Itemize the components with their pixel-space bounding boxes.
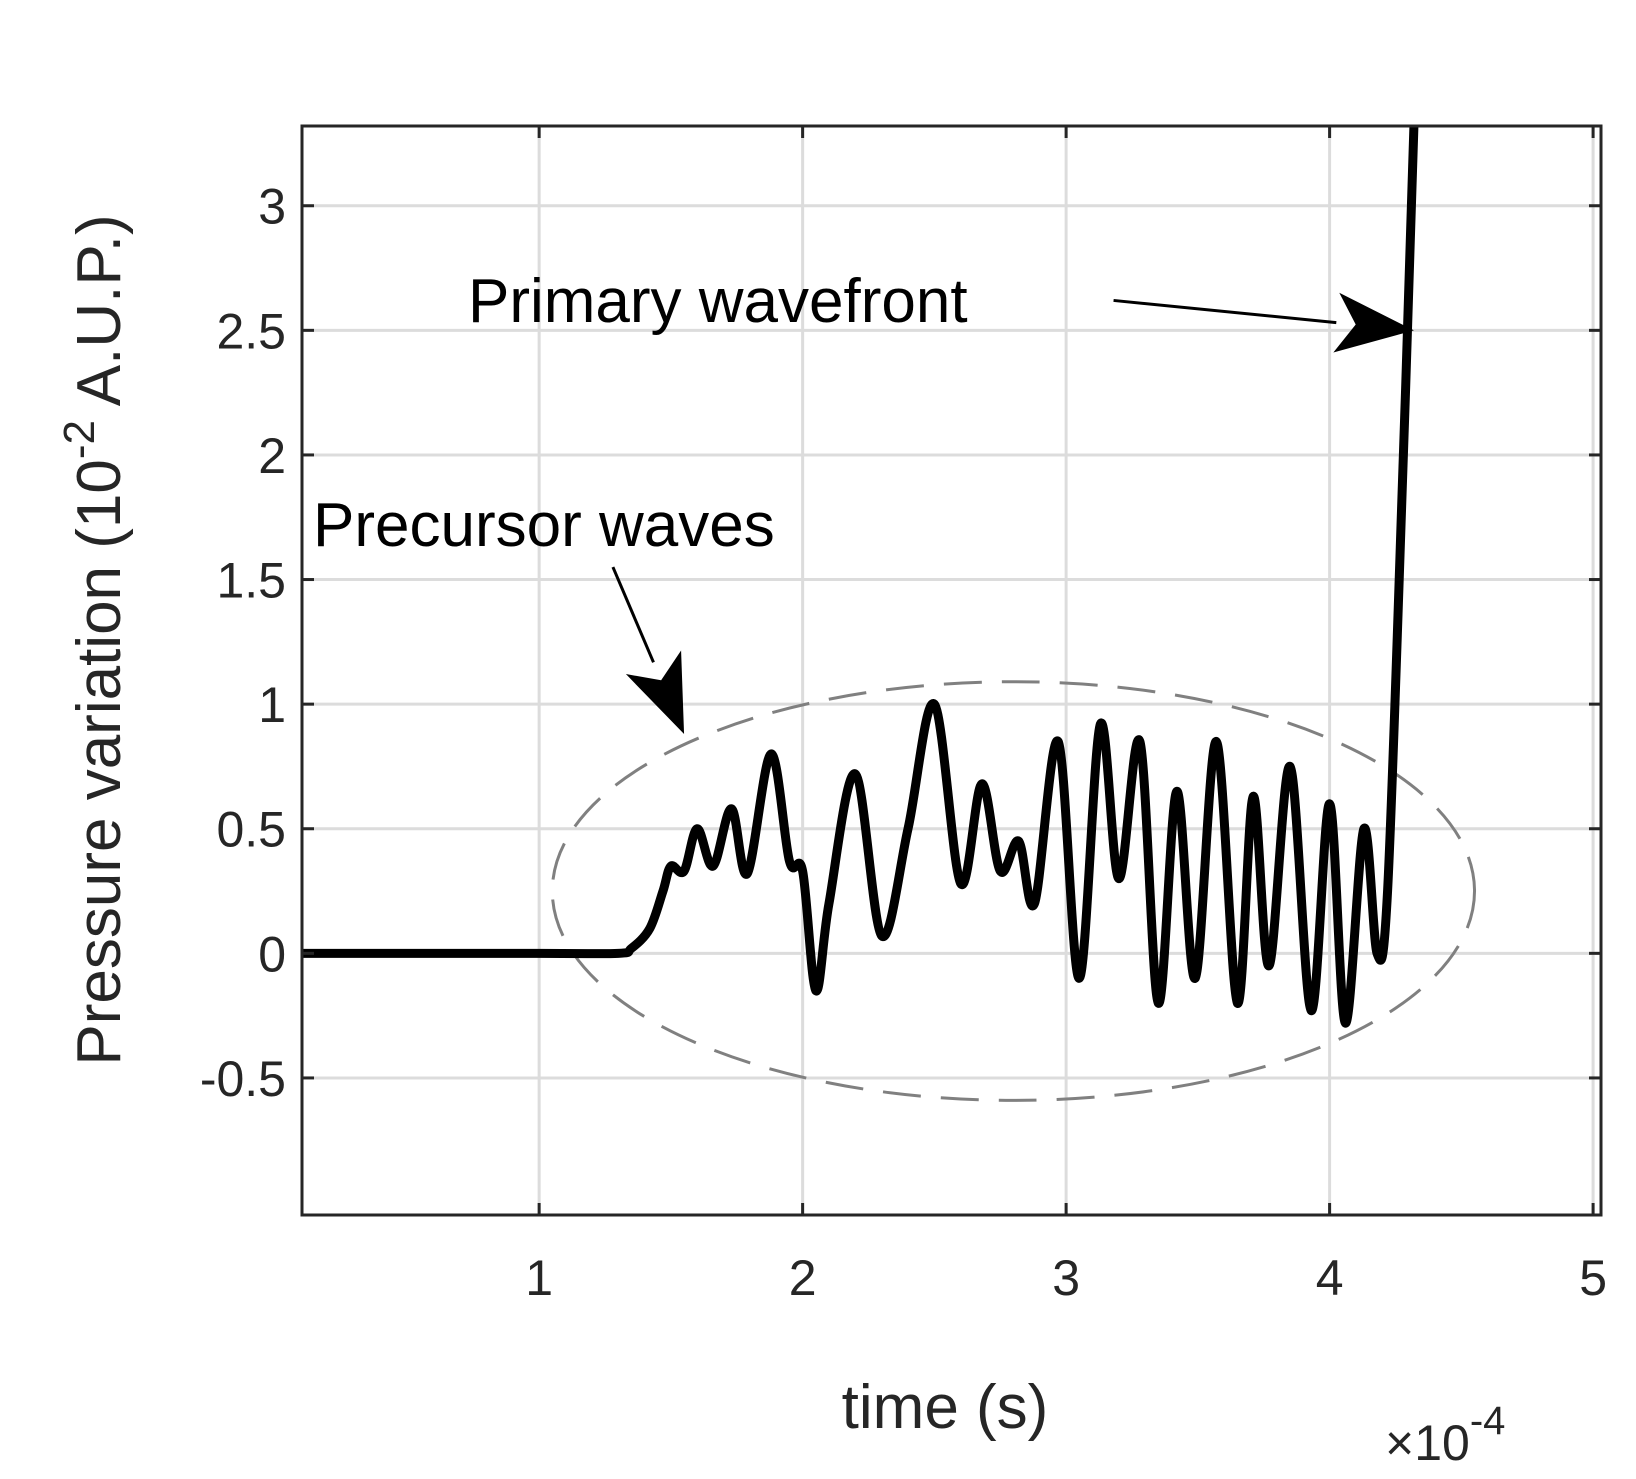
plot-frame: [300, 124, 1603, 1217]
x-tick-label: 1: [525, 1250, 553, 1306]
y-axis-label-main: Pressure variation (10: [65, 459, 134, 1066]
y-tick-label: 3: [258, 179, 286, 235]
y-tick-label: 1: [258, 677, 286, 733]
tick-labels: 1 2 3 4 5 -0.5 0 0.5 1 1.5 2 2.5 3: [200, 179, 1607, 1306]
x-tick-label: 5: [1579, 1250, 1607, 1306]
y-tick-label: 1.5: [216, 553, 286, 609]
y-tick-label: 2.5: [216, 303, 286, 359]
y-tick-label: 0: [258, 926, 286, 982]
precursor-region-ellipse: [550, 680, 1477, 1102]
y-tick-label: 0.5: [216, 802, 286, 858]
series-line-pressure: [302, 126, 1419, 1028]
y-tick-label: 2: [258, 428, 286, 484]
x-axis-label: time (s): [842, 1373, 1049, 1442]
x-tick-label: 2: [789, 1250, 817, 1306]
x-tick-label: 3: [1052, 1250, 1080, 1306]
annotation-arrow-line: [611, 566, 655, 663]
x-multiplier: ×10-4: [1385, 1399, 1505, 1471]
x-multiplier-exponent: -4: [1470, 1399, 1506, 1443]
series-layer: [302, 126, 1419, 1028]
annotation-arrow-head: [1333, 292, 1414, 353]
x-tick-label: 4: [1316, 1250, 1344, 1306]
annotation-arrow-line: [1113, 298, 1337, 325]
y-axis-label: Pressure variation (10-2 A.U.P.): [55, 214, 134, 1065]
annotation-layer: Primary wavefront Precursor waves: [313, 267, 1414, 735]
annotation-primary-wavefront: Primary wavefront: [468, 267, 968, 336]
grid: [302, 126, 1601, 1215]
tick-layer: [302, 126, 1601, 1215]
precursor-region-layer: [550, 680, 1477, 1102]
x-multiplier-base: ×10: [1385, 1415, 1470, 1471]
annotation-precursor-waves: Precursor waves: [313, 491, 775, 560]
annotation-arrow-head: [625, 650, 685, 735]
y-axis-label-exponent: -2: [55, 420, 104, 459]
y-axis-label-unit: A.U.P.): [65, 214, 134, 420]
y-tick-label: -0.5: [200, 1051, 286, 1107]
